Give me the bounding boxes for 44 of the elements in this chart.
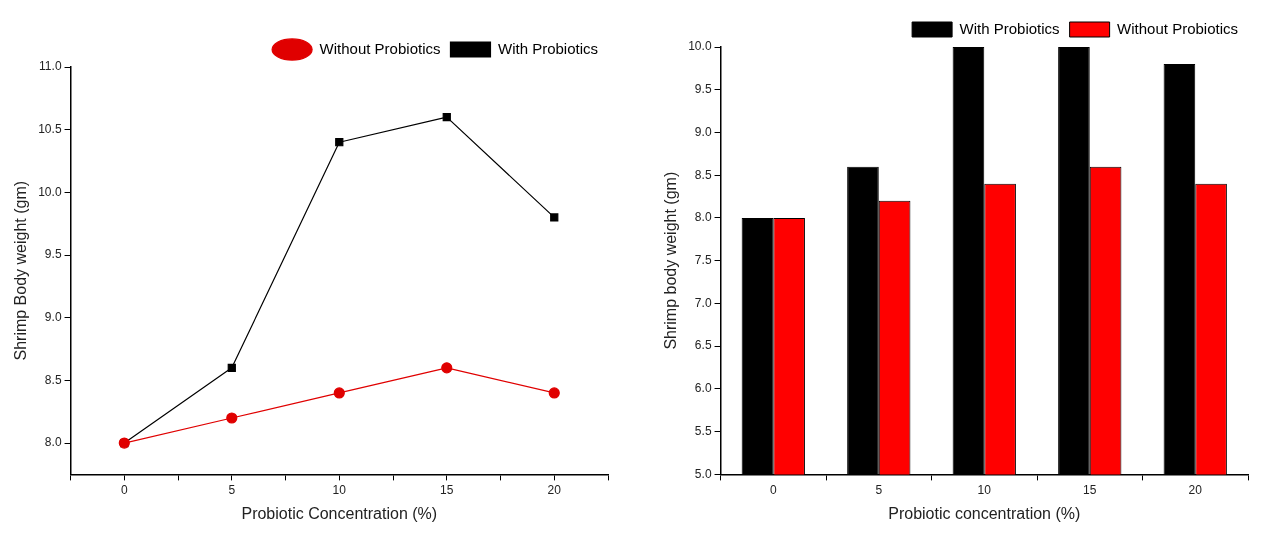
y-tick-label: 10.0 — [688, 39, 712, 54]
x-tick-label: 5 — [228, 482, 236, 497]
y-tick-label: 9.5 — [44, 247, 62, 262]
y-tick-label: 8.0 — [44, 435, 62, 450]
x-tick-label: 10 — [977, 482, 992, 497]
legend-label: With Probiotics — [959, 19, 1060, 37]
legend-label: Without Probiotics — [1117, 19, 1239, 37]
point — [548, 387, 560, 399]
y-tick-label: 7.5 — [694, 253, 712, 268]
y-tick-label: 8.5 — [44, 372, 62, 387]
point — [335, 138, 344, 147]
x-tick-label: 15 — [1083, 482, 1097, 497]
y-tick-label: 9.0 — [694, 124, 712, 139]
y-tick-label: 10.0 — [38, 184, 62, 199]
point — [442, 113, 451, 122]
x-tick-label: 0 — [769, 482, 777, 497]
x-axis-title: Probiotic Concentration (%) — [241, 504, 438, 522]
y-tick-label: 8.5 — [694, 167, 712, 182]
y-tick-label: 10.5 — [38, 121, 62, 136]
point — [441, 362, 453, 374]
x-axis-title: Probiotic concentration (%) — [888, 504, 1081, 522]
legend-label: With Probiotics — [497, 39, 598, 57]
point — [333, 387, 345, 399]
x-tick-label: 0 — [120, 482, 128, 497]
x-tick-label: 20 — [547, 482, 562, 497]
x-tick-label: 15 — [440, 482, 454, 497]
y-tick-label: 9.5 — [694, 82, 712, 97]
y-tick-label: 9.0 — [44, 310, 62, 325]
x-tick-label: 10 — [332, 482, 347, 497]
y-tick-label: 11.0 — [39, 59, 62, 74]
y-tick-label: 8.0 — [694, 210, 712, 225]
point — [227, 363, 236, 372]
x-tick-label: 20 — [1188, 482, 1203, 497]
y-axis-title: Shrimp body weight (gm) — [662, 171, 680, 350]
y-tick-label: 6.5 — [694, 338, 712, 353]
y-tick-label: 7.0 — [694, 295, 712, 310]
y-tick-label: 5.5 — [694, 423, 712, 438]
y-tick-label: 6.0 — [694, 381, 712, 396]
y-axis-title: Shrimp Body weight (gm) — [12, 180, 30, 361]
point — [226, 412, 238, 424]
y-tick-label: 5.0 — [694, 466, 712, 481]
x-tick-label: 5 — [875, 482, 883, 497]
legend-label: Without Probiotics — [319, 39, 441, 57]
point — [550, 213, 559, 222]
